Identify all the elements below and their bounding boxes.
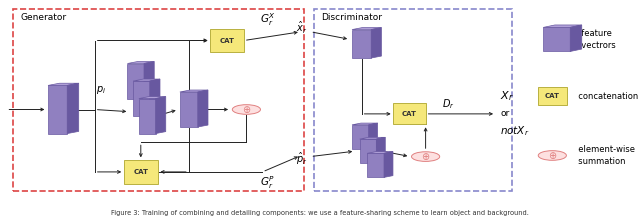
Polygon shape	[352, 28, 381, 30]
Polygon shape	[360, 137, 385, 139]
Text: CAT: CAT	[220, 37, 235, 44]
Text: CAT: CAT	[545, 93, 560, 99]
Text: $X_r$: $X_r$	[500, 89, 514, 103]
Polygon shape	[133, 81, 150, 116]
Polygon shape	[376, 137, 385, 163]
Text: $\hat{p}_r$: $\hat{p}_r$	[296, 151, 307, 167]
Text: $\oplus$: $\oplus$	[421, 151, 430, 162]
FancyBboxPatch shape	[538, 87, 567, 105]
Polygon shape	[360, 139, 376, 163]
Text: $G_r^X$: $G_r^X$	[260, 11, 275, 28]
Text: $\oplus$: $\oplus$	[242, 104, 251, 115]
Circle shape	[538, 151, 566, 160]
Polygon shape	[352, 30, 371, 58]
Polygon shape	[150, 79, 160, 116]
FancyBboxPatch shape	[210, 29, 244, 52]
Polygon shape	[180, 92, 198, 127]
Polygon shape	[369, 123, 378, 149]
Polygon shape	[67, 83, 79, 134]
Text: feature
  vectrors: feature vectrors	[576, 29, 616, 50]
Polygon shape	[384, 152, 393, 177]
Polygon shape	[367, 153, 384, 177]
Text: or: or	[500, 109, 509, 118]
Polygon shape	[139, 97, 166, 99]
FancyBboxPatch shape	[393, 103, 426, 124]
Text: $G_r^P$: $G_r^P$	[260, 175, 275, 191]
Circle shape	[232, 105, 260, 114]
Polygon shape	[156, 97, 166, 134]
Text: Generator: Generator	[20, 13, 67, 22]
Polygon shape	[352, 123, 378, 125]
Text: $p_i$: $p_i$	[95, 84, 106, 96]
Text: Discriminator: Discriminator	[321, 13, 382, 22]
Polygon shape	[180, 90, 208, 92]
Polygon shape	[127, 64, 144, 99]
Polygon shape	[48, 85, 67, 134]
Text: $not X_r$: $not X_r$	[500, 124, 530, 138]
Text: Figure 3: Training of combining and detailing components: we use a feature-shari: Figure 3: Training of combining and deta…	[111, 210, 529, 216]
Polygon shape	[198, 90, 208, 127]
Circle shape	[412, 152, 440, 161]
Text: $D_r$: $D_r$	[442, 97, 454, 111]
Text: $\oplus$: $\oplus$	[548, 150, 557, 161]
Text: CAT: CAT	[133, 169, 148, 175]
Polygon shape	[352, 125, 369, 149]
Polygon shape	[371, 28, 381, 58]
Polygon shape	[144, 62, 154, 99]
Text: CAT: CAT	[402, 111, 417, 117]
Polygon shape	[543, 25, 582, 27]
Polygon shape	[543, 27, 570, 51]
Polygon shape	[139, 99, 156, 134]
Text: $\hat{x}_r$: $\hat{x}_r$	[296, 20, 307, 37]
Text: concatenation: concatenation	[573, 92, 638, 101]
FancyBboxPatch shape	[124, 160, 158, 184]
Polygon shape	[367, 152, 393, 153]
Polygon shape	[127, 62, 154, 64]
Polygon shape	[48, 83, 79, 85]
Polygon shape	[133, 79, 160, 81]
Polygon shape	[570, 25, 582, 51]
Text: element-wise
  summation: element-wise summation	[573, 145, 635, 166]
